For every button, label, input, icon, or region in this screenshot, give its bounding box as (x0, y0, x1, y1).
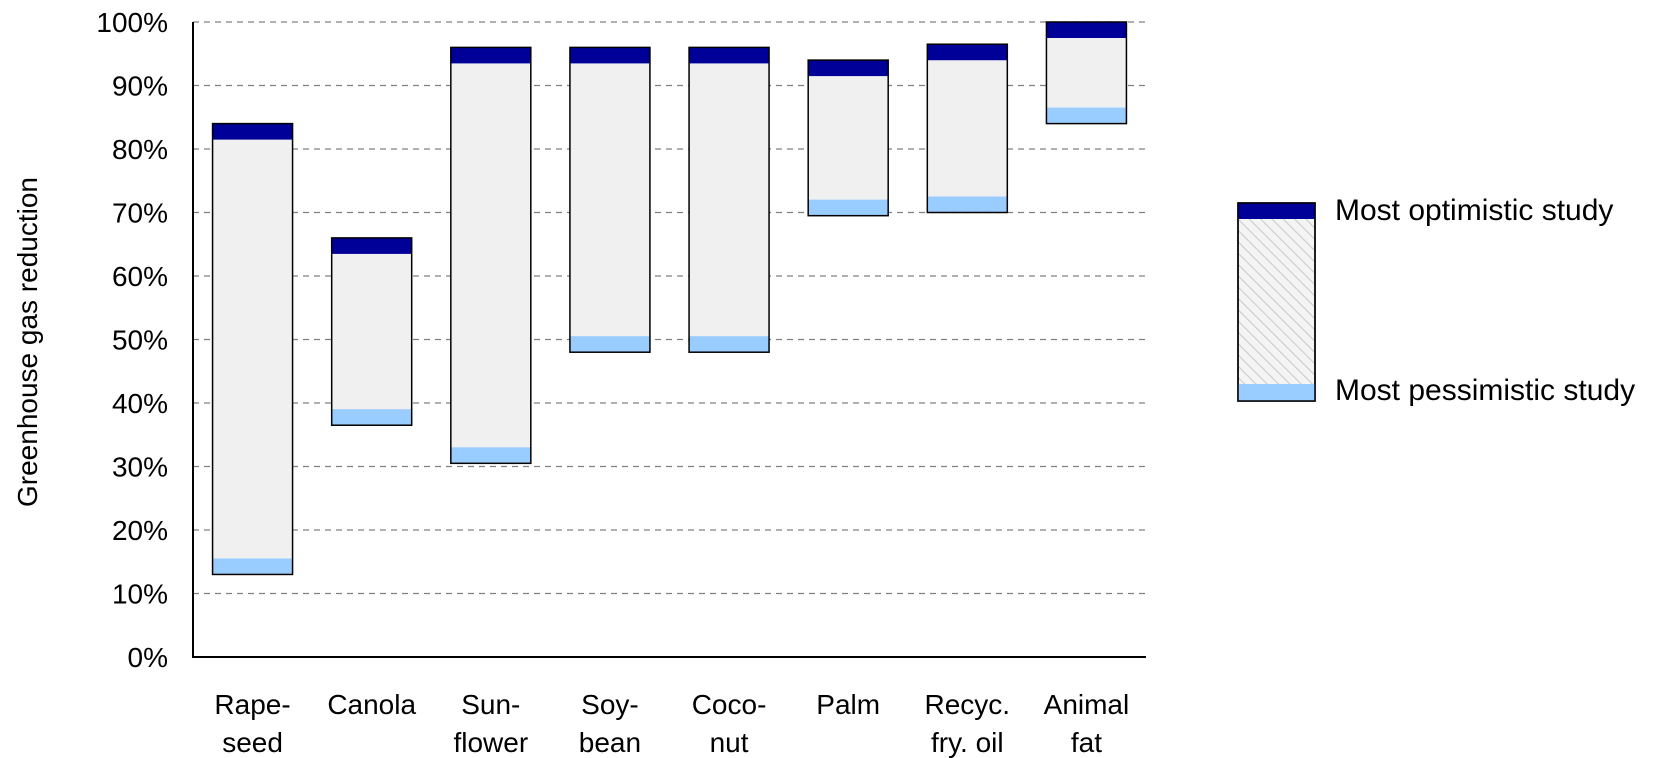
bar-outline (450, 46, 532, 465)
y-tick-label: 40% (112, 388, 168, 419)
pessimistic-cap (569, 336, 650, 353)
bar-outline (926, 43, 1009, 214)
y-tick-label: 20% (112, 515, 168, 546)
x-tick-label: Palm (816, 689, 880, 720)
pessimistic-cap (808, 199, 889, 216)
y-tick-label: 30% (112, 452, 168, 483)
y-tick-label: 90% (112, 71, 168, 102)
x-tick-labels: Rape-seed Canola Sun-flower Soy-bean Coco-nu… (214, 689, 1129, 758)
x-tick-label: Soy-bean (579, 689, 641, 758)
legend-swatch-optimistic (1238, 203, 1315, 219)
pessimistic-cap (1046, 107, 1127, 124)
y-tick-labels: 0% 10% 20% 30% 40% 50% 60% 70% 80% 90% 100% (96, 7, 168, 673)
y-axis-label: Greenhouse gas reduction (12, 177, 43, 507)
optimistic-cap (450, 47, 531, 64)
legend: Most optimistic study Most pessimistic s… (1237, 194, 1635, 407)
bar-group (807, 59, 889, 217)
y-tick-label: 50% (112, 325, 168, 356)
y-tick-label: 10% (112, 579, 168, 610)
y-tick-label: 60% (112, 261, 168, 292)
y-tick-label: 70% (112, 198, 168, 229)
legend-label-pessimistic: Most pessimistic study (1335, 374, 1635, 407)
bar-group (211, 122, 294, 576)
x-tick-label: Animal fat (1044, 689, 1130, 758)
optimistic-cap (808, 60, 889, 77)
range-bar (927, 44, 1008, 213)
bar-outline (1045, 21, 1128, 125)
pessimistic-cap (450, 447, 531, 464)
axes (192, 22, 1146, 658)
x-tick-label: Sun-flower (453, 689, 528, 758)
bar-outline (569, 46, 651, 353)
bar-group (330, 237, 413, 426)
legend-swatch-range (1237, 202, 1316, 402)
optimistic-cap (1046, 22, 1127, 38)
y-tick-label: 80% (112, 134, 168, 165)
range-bar (1046, 22, 1127, 124)
pessimistic-cap (212, 558, 293, 575)
x-tick-label: Recyc. fry. oil (925, 689, 1011, 758)
optimistic-cap (927, 44, 1008, 61)
y-tick-label: 0% (128, 642, 168, 673)
bar-group (450, 46, 532, 465)
bar-outline (330, 237, 413, 426)
optimistic-cap (212, 123, 293, 140)
bar-group (688, 46, 770, 353)
x-tick-label: Rape-seed (214, 689, 290, 758)
legend-label-optimistic: Most optimistic study (1335, 194, 1613, 227)
legend-swatch-outline (1237, 202, 1316, 402)
x-tick-label: Canola (327, 689, 416, 720)
legend-swatch-pessimistic (1238, 384, 1315, 401)
bar-outline (688, 46, 770, 353)
bar-group (569, 46, 651, 353)
pessimistic-cap (331, 409, 412, 426)
pessimistic-cap (927, 196, 1008, 213)
range-bar (331, 237, 412, 426)
bar-outline (807, 59, 889, 217)
range-bar (450, 47, 531, 464)
bar-group (926, 43, 1009, 214)
y-tick-label: 100% (96, 7, 168, 38)
optimistic-cap (331, 237, 412, 254)
bar-group (1045, 21, 1128, 125)
range-bar (569, 47, 650, 353)
pessimistic-cap (689, 336, 770, 353)
x-tick-label: Coco-nut (692, 689, 767, 758)
bar-outline (211, 122, 294, 576)
range-bar (808, 60, 889, 216)
range-bar (689, 47, 770, 353)
bars (211, 21, 1128, 576)
optimistic-cap (689, 47, 770, 64)
optimistic-cap (569, 47, 650, 64)
range-bar (212, 123, 293, 575)
